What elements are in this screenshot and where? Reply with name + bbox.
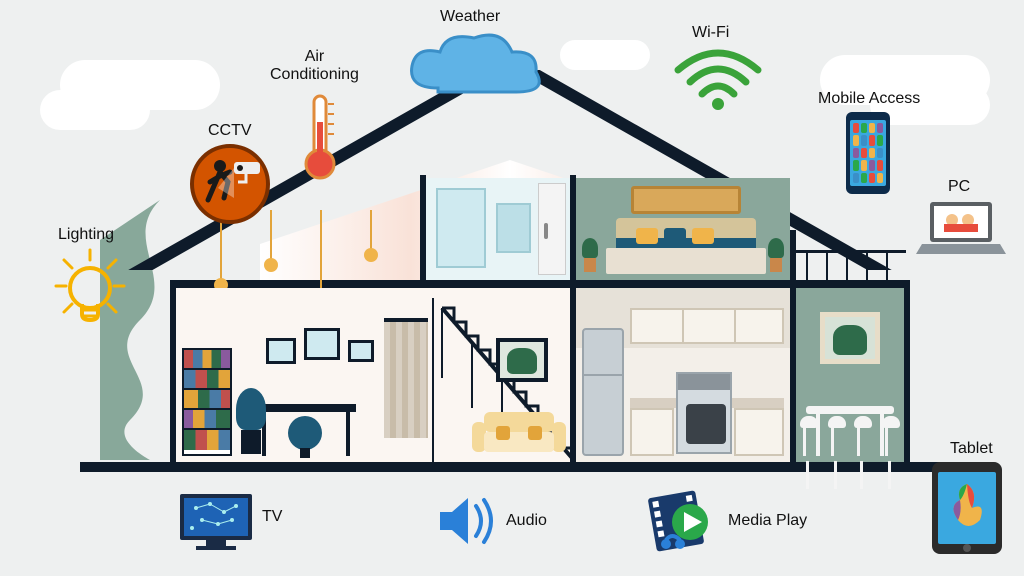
audio-label: Audio — [506, 512, 547, 530]
cctv-label: CCTV — [208, 122, 252, 140]
cctv-badge-icon — [190, 144, 270, 224]
room-dining — [796, 288, 904, 462]
tablet-label: Tablet — [950, 440, 993, 458]
room-bathroom — [426, 178, 570, 280]
tablet-icon — [932, 462, 1002, 554]
wifi-label: Wi-Fi — [692, 24, 729, 42]
wifi-icon — [668, 44, 768, 114]
speaker-icon — [436, 494, 500, 548]
room-study — [176, 288, 570, 462]
tv-icon — [176, 490, 256, 554]
balcony-rail — [796, 250, 906, 280]
room-kitchen — [576, 288, 790, 462]
pc-label: PC — [948, 178, 970, 196]
ac-label: Air Conditioning — [270, 48, 359, 84]
thermometer-icon — [300, 92, 340, 182]
tv-label: TV — [262, 508, 282, 526]
weather-cloud-icon — [398, 28, 548, 108]
lighting-label: Lighting — [58, 226, 114, 244]
wall — [904, 288, 910, 462]
lightbulb-icon — [50, 248, 130, 338]
floor-divider — [170, 280, 910, 288]
room-bedroom — [576, 178, 790, 280]
bg-cloud — [560, 40, 650, 70]
mobile-label: Mobile Access — [818, 90, 920, 108]
media-play-icon — [646, 488, 722, 554]
weather-label: Weather — [440, 8, 500, 26]
laptop-icon — [916, 198, 1006, 258]
phone-icon — [846, 112, 890, 194]
media-label: Media Play — [728, 512, 807, 530]
